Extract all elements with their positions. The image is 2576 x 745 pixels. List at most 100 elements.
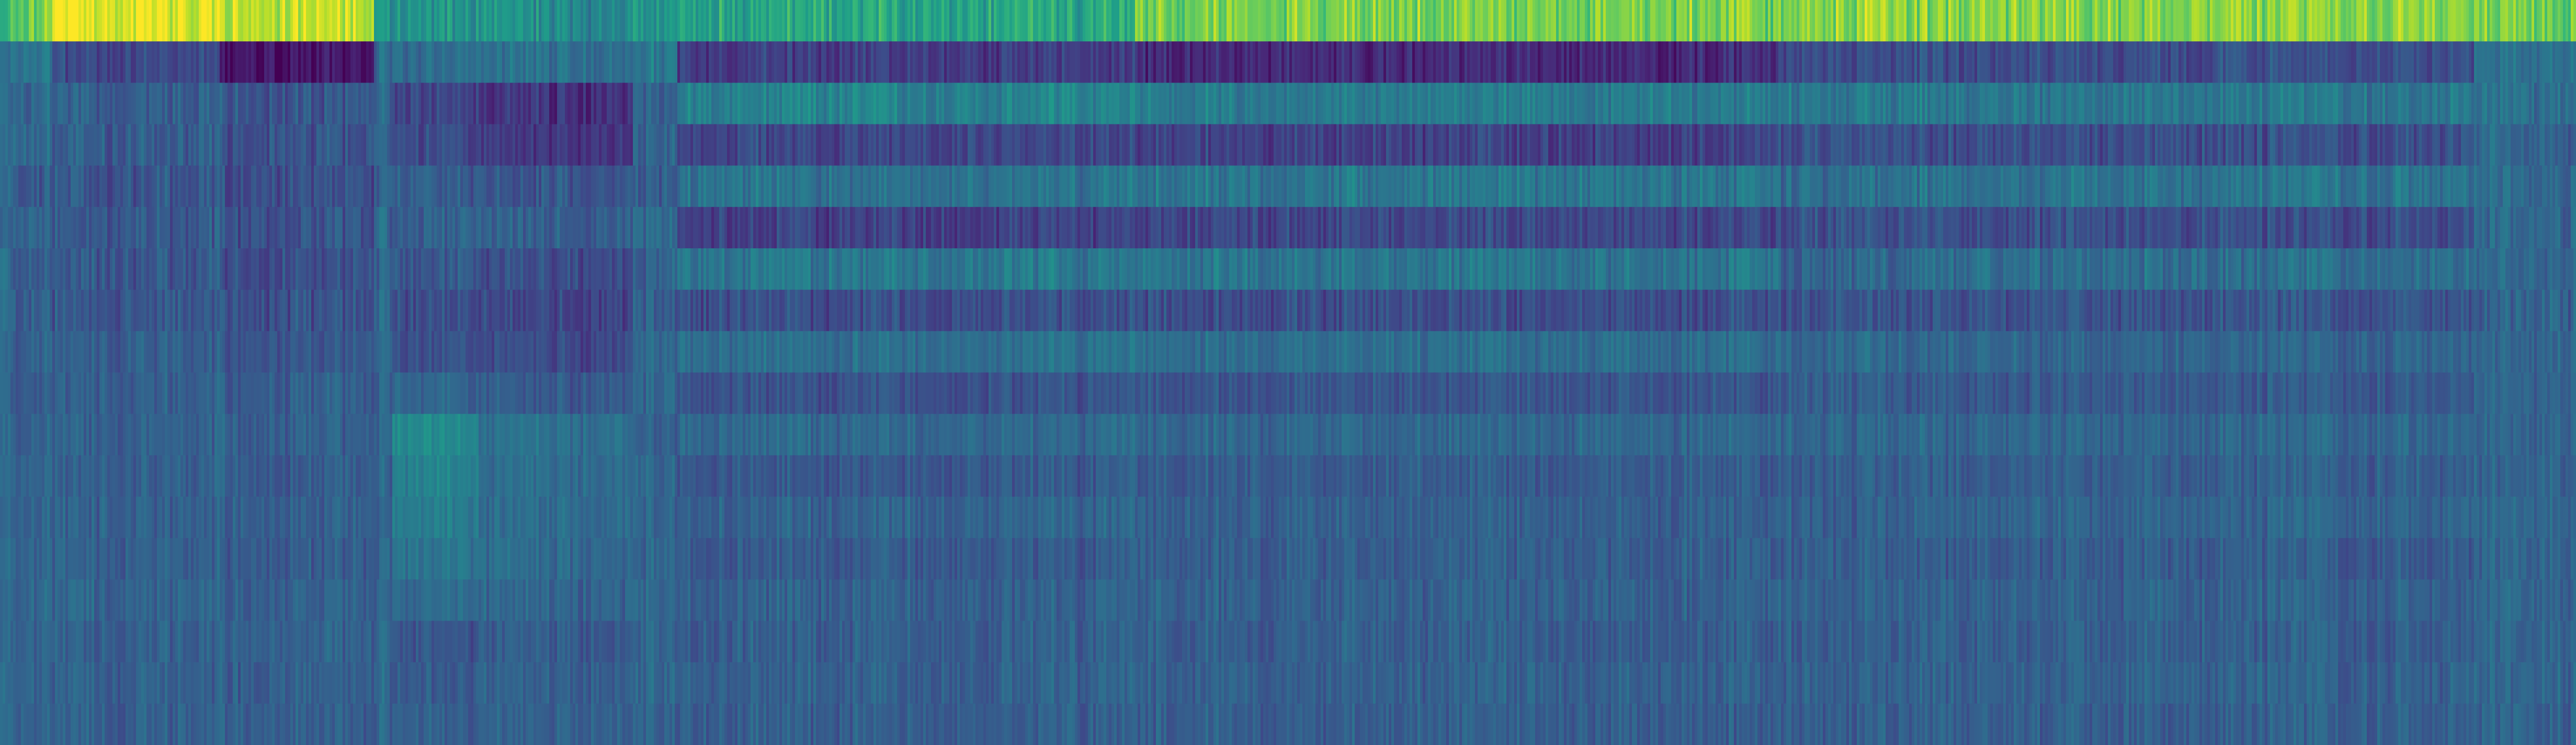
heatmap-cell xyxy=(528,662,531,704)
heatmap-cell xyxy=(47,165,50,208)
heatmap-cell xyxy=(63,497,66,538)
heatmap-cell xyxy=(196,165,199,208)
heatmap-cell xyxy=(78,621,82,663)
heatmap-cell xyxy=(405,41,408,83)
heatmap-cell xyxy=(471,703,474,745)
heatmap-cell xyxy=(463,165,466,208)
heatmap-cell xyxy=(235,41,239,83)
heatmap-cell xyxy=(275,372,278,415)
heatmap-cell xyxy=(575,41,578,83)
heatmap-cell xyxy=(141,331,144,373)
heatmap-cell xyxy=(685,331,688,373)
heatmap-cell xyxy=(157,538,160,580)
heatmap-cell xyxy=(233,538,236,580)
heatmap-cell xyxy=(256,372,259,415)
heatmap-cell xyxy=(58,621,61,663)
heatmap-cell xyxy=(306,41,309,83)
heatmap-cell xyxy=(133,248,137,290)
heatmap-cell xyxy=(282,331,286,373)
heatmap-cell xyxy=(677,331,680,373)
heatmap-cell xyxy=(262,372,265,415)
heatmap-cell xyxy=(309,83,312,125)
heatmap-cell xyxy=(47,290,50,331)
heatmap-cell xyxy=(340,248,343,290)
heatmap-cell xyxy=(209,0,212,42)
heatmap-cell xyxy=(460,455,463,497)
heatmap-cell xyxy=(24,41,27,83)
heatmap-cell xyxy=(55,248,58,290)
heatmap-cell xyxy=(235,83,239,125)
heatmap-cell xyxy=(471,290,474,331)
heatmap-cell xyxy=(575,579,578,622)
heatmap-cell xyxy=(68,331,71,373)
heatmap-cell xyxy=(591,538,594,580)
heatmap-cell xyxy=(204,372,207,415)
heatmap-cell xyxy=(152,497,155,538)
heatmap-cell xyxy=(52,703,55,745)
heatmap-cell xyxy=(24,207,27,249)
heatmap-cell xyxy=(348,662,351,704)
heatmap-cell xyxy=(73,414,76,456)
heatmap-cell xyxy=(76,0,79,42)
heatmap-cell xyxy=(717,455,720,497)
heatmap-cell xyxy=(722,331,725,373)
heatmap-cell xyxy=(280,207,283,249)
heatmap-cell xyxy=(275,207,278,249)
heatmap-cell xyxy=(170,0,173,42)
heatmap-cell xyxy=(296,455,299,497)
heatmap-cell xyxy=(3,290,6,331)
heatmap-cell xyxy=(188,0,191,42)
heatmap-cell xyxy=(654,579,657,622)
heatmap-cell xyxy=(13,621,16,663)
heatmap-cell xyxy=(520,662,524,704)
heatmap-cell xyxy=(34,414,37,456)
heatmap-cell xyxy=(21,372,24,415)
heatmap-cell xyxy=(178,248,181,290)
heatmap-cell xyxy=(332,497,335,538)
heatmap-cell xyxy=(510,124,513,166)
heatmap-cell xyxy=(476,248,479,290)
heatmap-cell xyxy=(13,290,16,331)
heatmap-cell xyxy=(131,124,134,166)
heatmap-cell xyxy=(24,455,27,497)
heatmap-cell xyxy=(251,331,254,373)
heatmap-cell xyxy=(421,455,424,497)
heatmap-cell xyxy=(8,455,11,497)
heatmap-cell xyxy=(361,83,364,125)
heatmap-cell xyxy=(272,248,275,290)
heatmap-cell xyxy=(390,621,393,663)
heatmap-cell xyxy=(557,662,560,704)
heatmap-cell xyxy=(405,331,408,373)
heatmap-cell xyxy=(518,0,521,42)
heatmap-cell xyxy=(602,331,605,373)
heatmap-cell xyxy=(173,372,176,415)
heatmap-cell xyxy=(596,124,599,166)
heatmap-cell xyxy=(133,41,137,83)
heatmap-cell xyxy=(565,0,568,42)
heatmap-cell xyxy=(149,0,152,42)
heatmap-cell xyxy=(554,207,558,249)
heatmap-cell xyxy=(228,497,231,538)
heatmap-cell xyxy=(31,124,35,166)
heatmap-cell xyxy=(298,455,301,497)
heatmap-cell xyxy=(230,207,233,249)
heatmap-cell xyxy=(165,455,168,497)
heatmap-cell xyxy=(377,579,380,622)
heatmap-cell xyxy=(411,124,414,166)
heatmap-cell xyxy=(254,414,257,456)
heatmap-cell xyxy=(382,207,385,249)
heatmap-cell xyxy=(659,124,662,166)
heatmap-cell xyxy=(73,248,76,290)
heatmap-cell xyxy=(220,579,223,622)
heatmap-cell xyxy=(296,83,299,125)
heatmap-cell xyxy=(494,41,497,83)
heatmap-cell xyxy=(217,455,220,497)
heatmap-cell xyxy=(343,621,346,663)
heatmap-cell xyxy=(259,248,262,290)
heatmap-cell xyxy=(523,248,526,290)
heatmap-cell xyxy=(233,248,236,290)
heatmap-cell xyxy=(280,579,283,622)
heatmap-cell xyxy=(319,207,322,249)
heatmap-cell xyxy=(646,41,649,83)
heatmap-cell xyxy=(217,331,220,373)
